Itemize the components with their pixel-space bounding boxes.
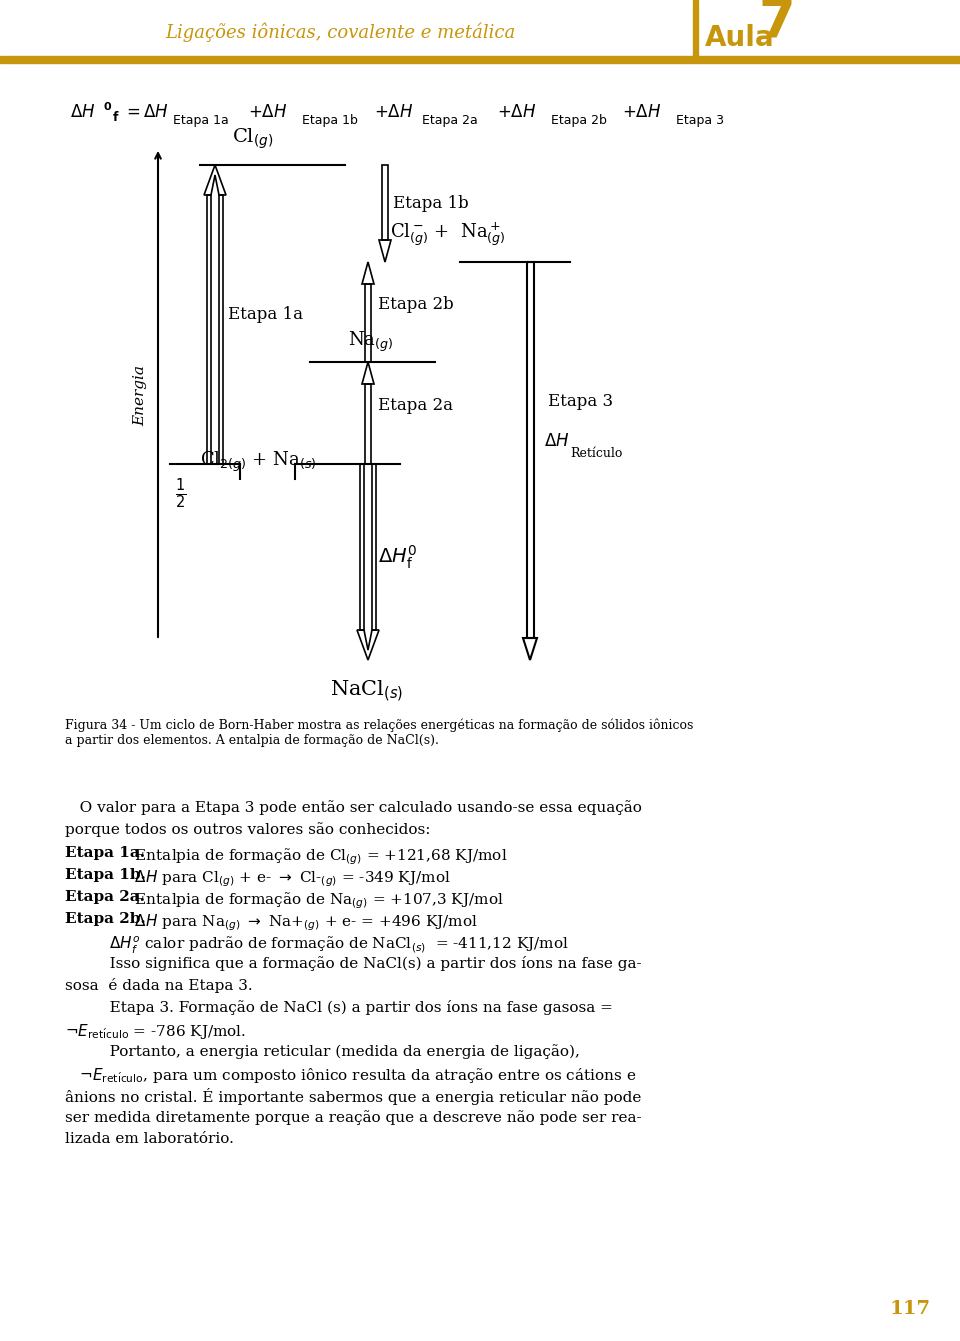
Text: Ligações iônicas, covalente e metálica: Ligações iônicas, covalente e metálica bbox=[165, 23, 516, 42]
Text: O valor para a Etapa 3 pode então ser calculado usando-se essa equação: O valor para a Etapa 3 pode então ser ca… bbox=[65, 801, 642, 815]
Text: Etapa 2b: Etapa 2b bbox=[378, 295, 454, 312]
Text: $+\Delta H$: $+\Delta H$ bbox=[374, 103, 414, 121]
Text: $\Delta H$ para Na$_{(g)}$ $\rightarrow$ Na+$_{(g)}$ + e- = +496 KJ/mol: $\Delta H$ para Na$_{(g)}$ $\rightarrow$… bbox=[130, 912, 477, 932]
Text: $\frac{1}{2}$: $\frac{1}{2}$ bbox=[175, 476, 186, 511]
Text: Cl$_{(g)}$: Cl$_{(g)}$ bbox=[232, 126, 274, 152]
Text: Energia: Energia bbox=[133, 365, 147, 425]
Text: Retículo: Retículo bbox=[570, 447, 622, 460]
Text: Etapa 2b: Etapa 2b bbox=[551, 114, 607, 126]
Text: Cl$_{2(g)}$ + Na$_{(s)}$: Cl$_{2(g)}$ + Na$_{(s)}$ bbox=[200, 449, 317, 475]
Text: $\mathbf{0}$: $\mathbf{0}$ bbox=[103, 101, 112, 113]
Text: $\Delta H$: $\Delta H$ bbox=[70, 103, 95, 121]
Text: Portanto, a energia reticular (medida da energia de ligação),: Portanto, a energia reticular (medida da… bbox=[95, 1045, 580, 1059]
Text: Entalpia de formação de Cl$_{(g)}$ = +121,68 KJ/mol: Entalpia de formação de Cl$_{(g)}$ = +12… bbox=[130, 846, 507, 866]
Text: Aula: Aula bbox=[705, 24, 775, 52]
Bar bbox=[0, 56, 960, 63]
Text: Cl$^-_{(g)}$ +  Na$^+_{(g)}$: Cl$^-_{(g)}$ + Na$^+_{(g)}$ bbox=[390, 220, 506, 248]
Text: Etapa 1a: Etapa 1a bbox=[228, 306, 303, 323]
Text: Etapa 3: Etapa 3 bbox=[676, 114, 724, 126]
Text: Etapa 3: Etapa 3 bbox=[548, 393, 613, 409]
Text: $\Delta H$ para Cl$_{(g)}$ + e- $\rightarrow$ Cl-$_{(g)}$ = -349 KJ/mol: $\Delta H$ para Cl$_{(g)}$ + e- $\righta… bbox=[130, 868, 450, 889]
Text: Etapa 3. Formação de NaCl (s) a partir dos íons na fase gasosa =: Etapa 3. Formação de NaCl (s) a partir d… bbox=[95, 1000, 612, 1015]
Text: sosa  é dada na Etapa 3.: sosa é dada na Etapa 3. bbox=[65, 978, 252, 992]
Text: $= \Delta H$: $= \Delta H$ bbox=[123, 103, 169, 121]
Text: $\Delta H^0_\mathrm{f}$: $\Delta H^0_\mathrm{f}$ bbox=[378, 543, 417, 571]
Text: 117: 117 bbox=[890, 1299, 930, 1318]
Text: $+ \Delta H$: $+ \Delta H$ bbox=[497, 103, 537, 121]
Text: NaCl$_{(s)}$: NaCl$_{(s)}$ bbox=[330, 679, 403, 704]
Text: Etapa 2a: Etapa 2a bbox=[422, 114, 478, 126]
Text: Etapa 2a: Etapa 2a bbox=[378, 397, 453, 413]
Text: Etapa 2a.: Etapa 2a. bbox=[65, 890, 145, 904]
Text: Figura 34 - Um ciclo de Born-Haber mostra as relações energéticas na formação de: Figura 34 - Um ciclo de Born-Haber mostr… bbox=[65, 717, 693, 731]
Text: Etapa 2b.: Etapa 2b. bbox=[65, 912, 146, 927]
Text: Isso significa que a formação de NaCl(s) a partir dos íons na fase ga-: Isso significa que a formação de NaCl(s)… bbox=[95, 956, 641, 971]
Text: Na$_{(g)}$: Na$_{(g)}$ bbox=[348, 330, 394, 354]
Text: lizada em laboratório.: lizada em laboratório. bbox=[65, 1132, 234, 1147]
Text: $\Delta H^o_f$ calor padrão de formação de NaCl$_{(s)}$  = -411,12 KJ/mol: $\Delta H^o_f$ calor padrão de formação … bbox=[95, 933, 568, 955]
Text: ser medida diretamente porque a reação que a descreve não pode ser rea-: ser medida diretamente porque a reação q… bbox=[65, 1110, 641, 1125]
Text: porque todos os outros valores são conhecidos:: porque todos os outros valores são conhe… bbox=[65, 822, 430, 837]
Text: 7: 7 bbox=[758, 0, 795, 48]
Text: $+ \Delta H$: $+ \Delta H$ bbox=[622, 103, 661, 121]
Text: a partir dos elementos. A entalpia de formação de NaCl(s).: a partir dos elementos. A entalpia de fo… bbox=[65, 734, 439, 747]
Text: $\Delta H$: $\Delta H$ bbox=[544, 433, 569, 449]
Text: Etapa 1a: Etapa 1a bbox=[173, 114, 228, 126]
Text: Etapa 1a.: Etapa 1a. bbox=[65, 846, 145, 860]
Text: $\neg E_{\mathrm{ret\acute{\i}culo}}$, para um composto iônico resulta da atraçã: $\neg E_{\mathrm{ret\acute{\i}culo}}$, p… bbox=[65, 1066, 636, 1085]
Text: ânions no cristal. É importante sabermos que a energia reticular não pode: ânions no cristal. É importante sabermos… bbox=[65, 1088, 641, 1105]
Text: $\mathbf{f}$: $\mathbf{f}$ bbox=[112, 110, 120, 123]
Text: Entalpia de formação de Na$_{(g)}$ = +107,3 KJ/mol: Entalpia de formação de Na$_{(g)}$ = +10… bbox=[130, 890, 503, 911]
Text: $\neg E_{\mathrm{ret\acute{\i}culo}}$ = -786 KJ/mol.: $\neg E_{\mathrm{ret\acute{\i}culo}}$ = … bbox=[65, 1022, 246, 1041]
Text: Etapa 1b: Etapa 1b bbox=[393, 194, 468, 212]
Text: $+ \Delta H$: $+ \Delta H$ bbox=[248, 103, 287, 121]
Bar bbox=[693, 0, 698, 58]
Text: Etapa 1b: Etapa 1b bbox=[302, 114, 358, 126]
Text: Etapa 1b.: Etapa 1b. bbox=[65, 868, 146, 882]
